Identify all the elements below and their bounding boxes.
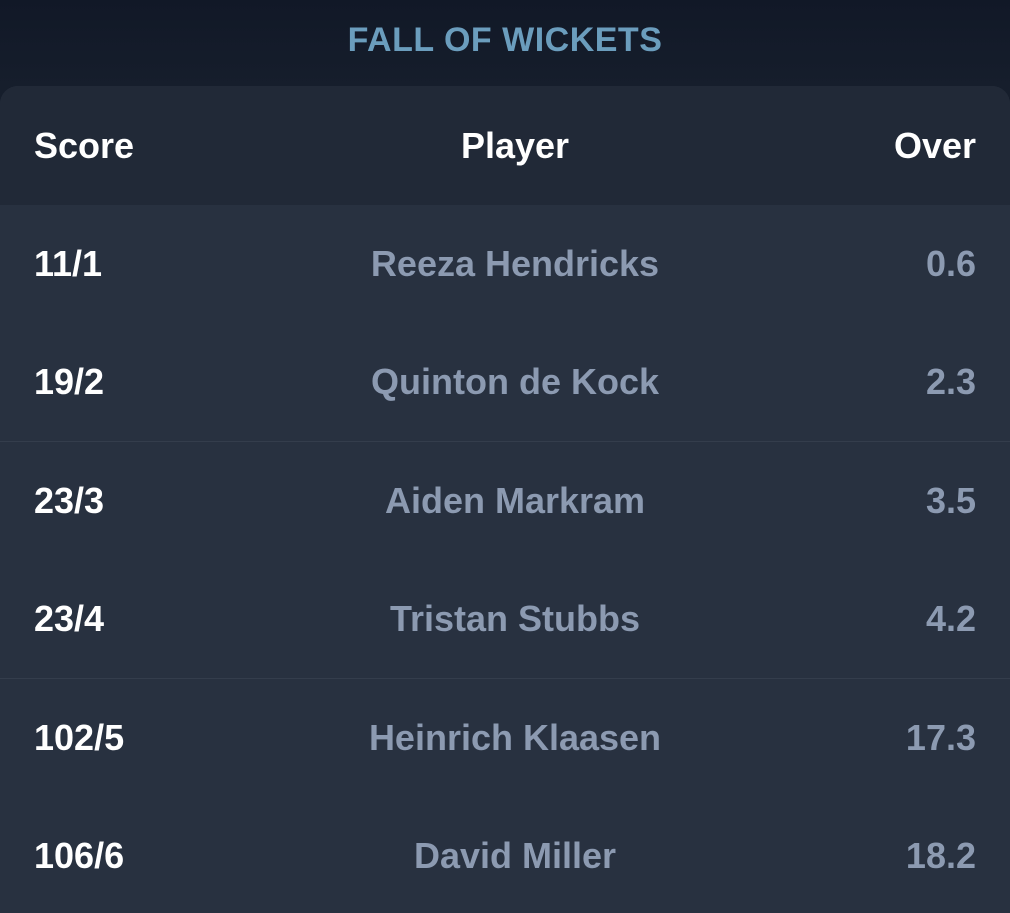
table-row: 11/1 Reeza Hendricks 0.6	[0, 205, 1010, 323]
row-over: 2.3	[925, 361, 976, 402]
table-row: 102/5 Heinrich Klaasen 17.3	[0, 678, 1010, 797]
row-player: Aiden Markram	[384, 480, 646, 521]
row-over: 17.3	[905, 717, 976, 758]
row-over: 18.2	[905, 835, 976, 876]
row-score: 23/3	[34, 480, 105, 521]
row-player: Heinrich Klaasen	[368, 717, 662, 758]
header-over: Over	[893, 124, 976, 166]
row-score: 19/2	[34, 361, 105, 402]
fall-of-wickets-table: Score Player Over 11/1 Reeza Hendricks 0…	[0, 86, 1010, 913]
row-over: 0.6	[925, 243, 976, 284]
row-player: David Miller	[413, 835, 617, 876]
table-row: 23/3 Aiden Markram 3.5	[0, 441, 1010, 560]
row-score: 23/4	[34, 598, 105, 639]
table-row: 106/6 David Miller 18.2	[0, 797, 1010, 913]
row-player: Reeza Hendricks	[370, 243, 660, 284]
header-player: Player	[460, 124, 570, 166]
header-score: Score	[34, 124, 135, 166]
section-title: FALL OF WICKETS	[347, 21, 663, 59]
row-player: Tristan Stubbs	[389, 598, 641, 639]
row-score: 106/6	[34, 835, 125, 876]
table-row: 23/4 Tristan Stubbs 4.2	[0, 560, 1010, 678]
row-score: 102/5	[34, 717, 125, 758]
table-row: 19/2 Quinton de Kock 2.3	[0, 323, 1010, 441]
row-over: 3.5	[925, 480, 976, 521]
row-score: 11/1	[34, 243, 103, 284]
table-header: Score Player Over	[0, 86, 1010, 205]
row-over: 4.2	[925, 598, 976, 639]
row-player: Quinton de Kock	[371, 361, 659, 402]
